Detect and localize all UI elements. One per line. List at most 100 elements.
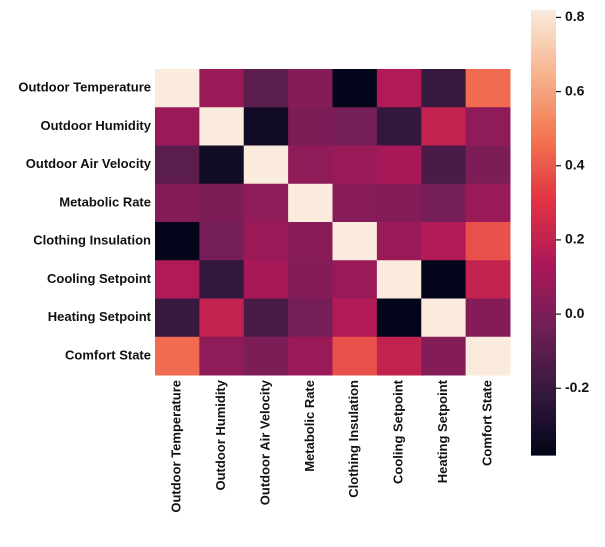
colorbar-segment: [531, 73, 556, 78]
heatmap-cell: [376, 336, 422, 376]
heatmap-cell: [465, 336, 511, 376]
heatmap-cell: [155, 260, 200, 299]
colorbar-tick-label: 0.2: [565, 231, 585, 247]
colorbar-segment: [531, 69, 556, 74]
colorbar-segment: [531, 425, 556, 430]
heatmap-cell: [376, 107, 422, 146]
heatmap-cell: [155, 336, 200, 376]
colorbar-segment: [531, 54, 556, 59]
colorbar-segment: [531, 65, 556, 70]
heatmap-cell: [199, 336, 245, 376]
heatmap-cell: [421, 298, 467, 338]
colorbar-segment: [531, 254, 556, 260]
heatmap-cell: [288, 183, 333, 223]
heatmap-cell: [288, 336, 333, 376]
heatmap-cell: [288, 107, 333, 146]
colorbar-segment: [531, 158, 556, 163]
colorbar-segment: [531, 61, 556, 67]
colorbar-segment: [531, 384, 556, 389]
heatmap-cell: [465, 69, 511, 108]
heatmap-cell: [199, 69, 245, 108]
colorbar-segment: [531, 87, 556, 93]
colorbar-segment: [531, 247, 556, 252]
colorbar-segment: [531, 147, 556, 152]
colorbar-segment: [531, 288, 556, 293]
colorbar-segment: [531, 121, 556, 126]
colorbar-segment: [531, 228, 556, 234]
x-tick-label: Cooling Setpoint: [391, 379, 406, 484]
heatmap-cell: [465, 145, 511, 185]
heatmap-cell: [421, 260, 467, 299]
x-tick-label: Outdoor Temperature: [169, 380, 184, 513]
colorbar-segment: [531, 328, 556, 334]
colorbar-segment: [531, 414, 556, 419]
colorbar-segment: [531, 221, 556, 226]
heatmap-cell: [465, 298, 511, 338]
heatmap-cell: [421, 183, 467, 223]
heatmap-cell: [243, 260, 289, 299]
heatmap-cell: [376, 260, 422, 299]
colorbar-segment: [531, 39, 556, 44]
colorbar-segment: [531, 429, 556, 434]
colorbar-segment: [531, 76, 556, 82]
heatmap-cell: [376, 183, 422, 223]
colorbar-segment: [531, 50, 556, 56]
colorbar-tick-label: 0.4: [565, 156, 585, 172]
colorbar-segment: [531, 206, 556, 211]
heatmap-cell: [288, 260, 333, 299]
heatmap-cell: [243, 222, 289, 261]
colorbar-tick-label: 0.8: [565, 8, 585, 24]
colorbar-segment: [531, 217, 556, 222]
x-tick-label: Clothing Insulation: [346, 380, 361, 498]
colorbar-segment: [531, 162, 556, 167]
colorbar-segment: [531, 358, 556, 363]
y-tick-label: Outdoor Temperature: [18, 80, 151, 95]
heatmap-cell: [199, 183, 245, 223]
colorbar-segment: [531, 99, 556, 104]
colorbar-segment: [531, 314, 556, 319]
y-tick-label: Comfort State: [65, 347, 151, 362]
heatmap-cell: [243, 298, 289, 338]
colorbar-segment: [531, 13, 556, 19]
colorbar-segment: [531, 191, 556, 197]
colorbar-segment: [531, 351, 556, 356]
y-tick-label: Clothing Insulation: [33, 233, 151, 248]
colorbar-segment: [531, 21, 556, 26]
colorbar-segment: [531, 176, 556, 182]
heatmap-cell: [199, 107, 245, 146]
colorbar-segment: [531, 113, 556, 119]
colorbar-tick-label: 0.0: [565, 305, 585, 321]
colorbar-segment: [531, 325, 556, 330]
colorbar-segment: [531, 302, 556, 308]
colorbar-segment: [531, 399, 556, 404]
colorbar-segment: [531, 117, 556, 122]
colorbar-segment: [531, 10, 556, 15]
colorbar-segment: [531, 343, 556, 349]
y-tick-label: Outdoor Air Velocity: [26, 156, 152, 171]
colorbar-segment: [531, 362, 556, 367]
heatmap-cell: [376, 222, 422, 261]
heatmap-cell: [243, 69, 289, 108]
colorbar-segment: [531, 184, 556, 189]
colorbar-segment: [531, 277, 556, 282]
colorbar-segment: [531, 106, 556, 111]
colorbar-segment: [531, 447, 556, 452]
y-tick-label: Heating Setpoint: [48, 309, 152, 324]
heatmap-cell: [288, 222, 333, 261]
colorbar-segment: [531, 410, 556, 415]
colorbar-segment: [531, 28, 556, 33]
colorbar-segment: [531, 32, 556, 37]
colorbar-segment: [531, 340, 556, 345]
colorbar-segment: [531, 35, 556, 41]
colorbar-segment: [531, 110, 556, 115]
colorbar-segment: [531, 173, 556, 178]
heatmap-cell: [243, 145, 289, 185]
colorbar-segment: [531, 251, 556, 256]
colorbar-segment: [531, 169, 556, 174]
colorbar-segment: [531, 213, 556, 219]
colorbar-tick-label: -0.2: [565, 379, 589, 395]
heatmap-cell: [465, 222, 511, 261]
heatmap-cell: [288, 145, 333, 185]
colorbar-segment: [531, 443, 556, 449]
heatmap-cell: [155, 145, 200, 185]
